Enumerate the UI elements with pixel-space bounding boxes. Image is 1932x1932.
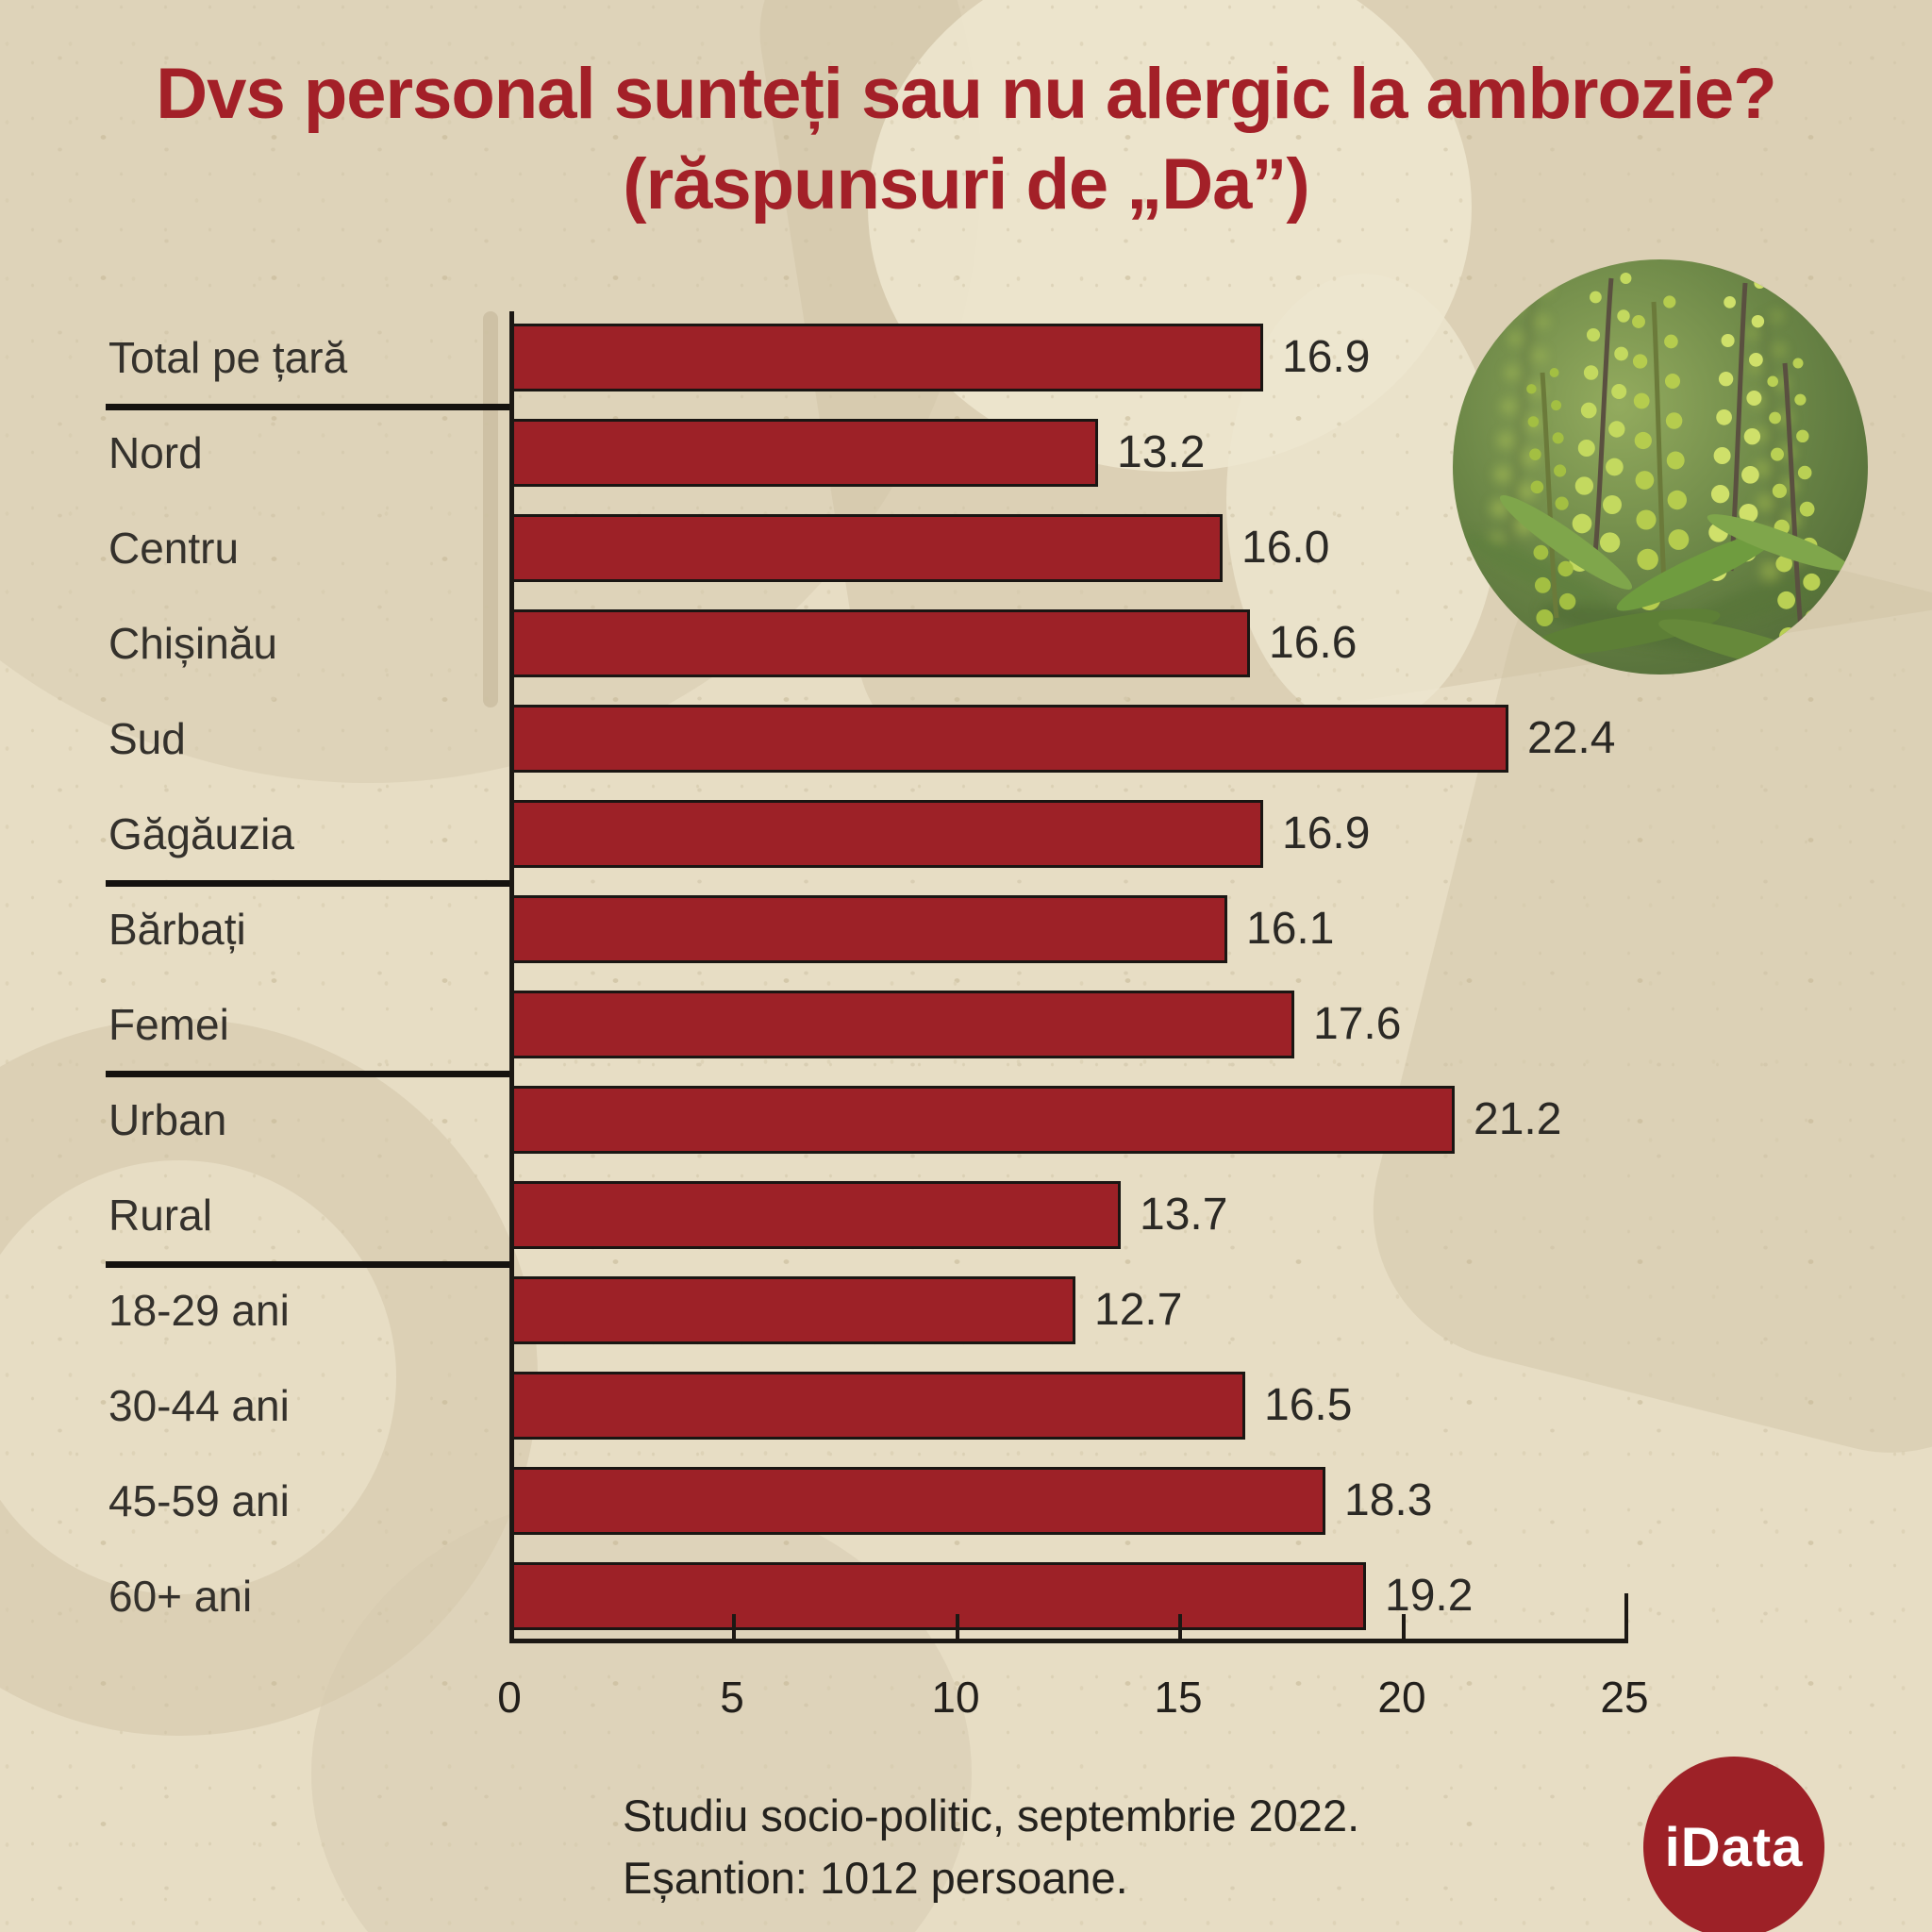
bar xyxy=(509,324,1263,391)
bar xyxy=(509,1562,1366,1630)
x-axis-tick xyxy=(1178,1614,1182,1639)
page-title-line2: (răspunsuri de „Da”) xyxy=(623,144,1309,225)
x-axis-tick-label: 15 xyxy=(1154,1673,1203,1722)
bar-value-label: 12.7 xyxy=(1094,1285,1183,1335)
category-label: 45-59 ani xyxy=(108,1476,290,1525)
ragweed-plant-photo xyxy=(1453,259,1868,675)
bar xyxy=(509,514,1223,582)
bar-value-label: 13.2 xyxy=(1117,427,1206,477)
x-axis-tick xyxy=(956,1614,959,1639)
x-axis-tick xyxy=(1624,1593,1628,1639)
bar xyxy=(509,705,1508,773)
bar-value-label: 16.6 xyxy=(1269,618,1357,668)
x-axis-tick-label: 10 xyxy=(931,1673,980,1722)
ragweed-plant-illustration xyxy=(1453,259,1868,675)
category-label: 60+ ani xyxy=(108,1572,253,1621)
bar xyxy=(509,1372,1245,1440)
category-label: Sud xyxy=(108,714,186,763)
bar-value-label: 17.6 xyxy=(1313,999,1402,1049)
category-label: Centru xyxy=(108,524,240,573)
bar xyxy=(509,609,1250,677)
bar-value-label: 16.5 xyxy=(1264,1380,1353,1430)
x-axis-tick-label: 0 xyxy=(497,1673,522,1722)
bar-value-label: 22.4 xyxy=(1527,713,1616,763)
bar-value-label: 16.9 xyxy=(1282,332,1371,382)
idata-logo-text: iData xyxy=(1664,1816,1804,1878)
category-label: Nord xyxy=(108,428,203,477)
x-axis-tick-label: 5 xyxy=(720,1673,744,1722)
source-note-line2: Eșantion: 1012 persoane. xyxy=(623,1853,1128,1903)
bar-value-label: 16.0 xyxy=(1241,523,1330,573)
category-label: 18-29 ani xyxy=(108,1286,290,1335)
x-axis-tick xyxy=(1402,1614,1406,1639)
group-separator-line xyxy=(106,1071,509,1077)
bar xyxy=(509,1181,1121,1249)
source-note-line1: Studiu socio-politic, septembrie 2022. xyxy=(623,1790,1360,1840)
y-axis-line xyxy=(509,311,514,1643)
source-note: Studiu socio-politic, septembrie 2022. E… xyxy=(623,1785,1359,1909)
category-label: Rural xyxy=(108,1191,212,1240)
bar-value-label: 16.1 xyxy=(1246,904,1335,954)
bar-value-label: 13.7 xyxy=(1140,1190,1228,1240)
bar xyxy=(509,1086,1455,1154)
x-axis-tick-label: 25 xyxy=(1600,1673,1649,1722)
group-separator-line xyxy=(106,404,509,410)
bar-value-label: 18.3 xyxy=(1344,1475,1433,1525)
category-label: Urban xyxy=(108,1095,227,1144)
page-title: Dvs personal sunteți sau nu alergic la a… xyxy=(0,49,1932,230)
bar-value-label: 21.2 xyxy=(1474,1094,1562,1144)
bar xyxy=(509,419,1098,487)
idata-logo: iData xyxy=(1643,1757,1824,1932)
category-label: 30-44 ani xyxy=(108,1381,290,1430)
x-axis-tick xyxy=(732,1614,736,1639)
bar xyxy=(509,895,1227,963)
category-label: Bărbați xyxy=(108,905,246,954)
page-title-line1: Dvs personal sunteți sau nu alergic la a… xyxy=(156,54,1776,134)
bar xyxy=(509,1467,1325,1535)
bar-value-label: 16.9 xyxy=(1282,808,1371,858)
bar xyxy=(509,1276,1075,1344)
category-label: Femei xyxy=(108,1000,229,1049)
category-label: Total pe țară xyxy=(108,333,348,382)
x-axis-tick-label: 20 xyxy=(1377,1673,1426,1722)
bar xyxy=(509,800,1263,868)
category-label: Găgăuzia xyxy=(108,809,294,858)
category-label: Chișinău xyxy=(108,619,277,668)
x-axis-line xyxy=(509,1639,1628,1643)
bar xyxy=(509,991,1294,1058)
group-separator-line xyxy=(106,1261,509,1268)
watermark-grunge-streak xyxy=(483,311,498,708)
group-separator-line xyxy=(106,880,509,887)
bar-value-label: 19.2 xyxy=(1385,1571,1474,1621)
